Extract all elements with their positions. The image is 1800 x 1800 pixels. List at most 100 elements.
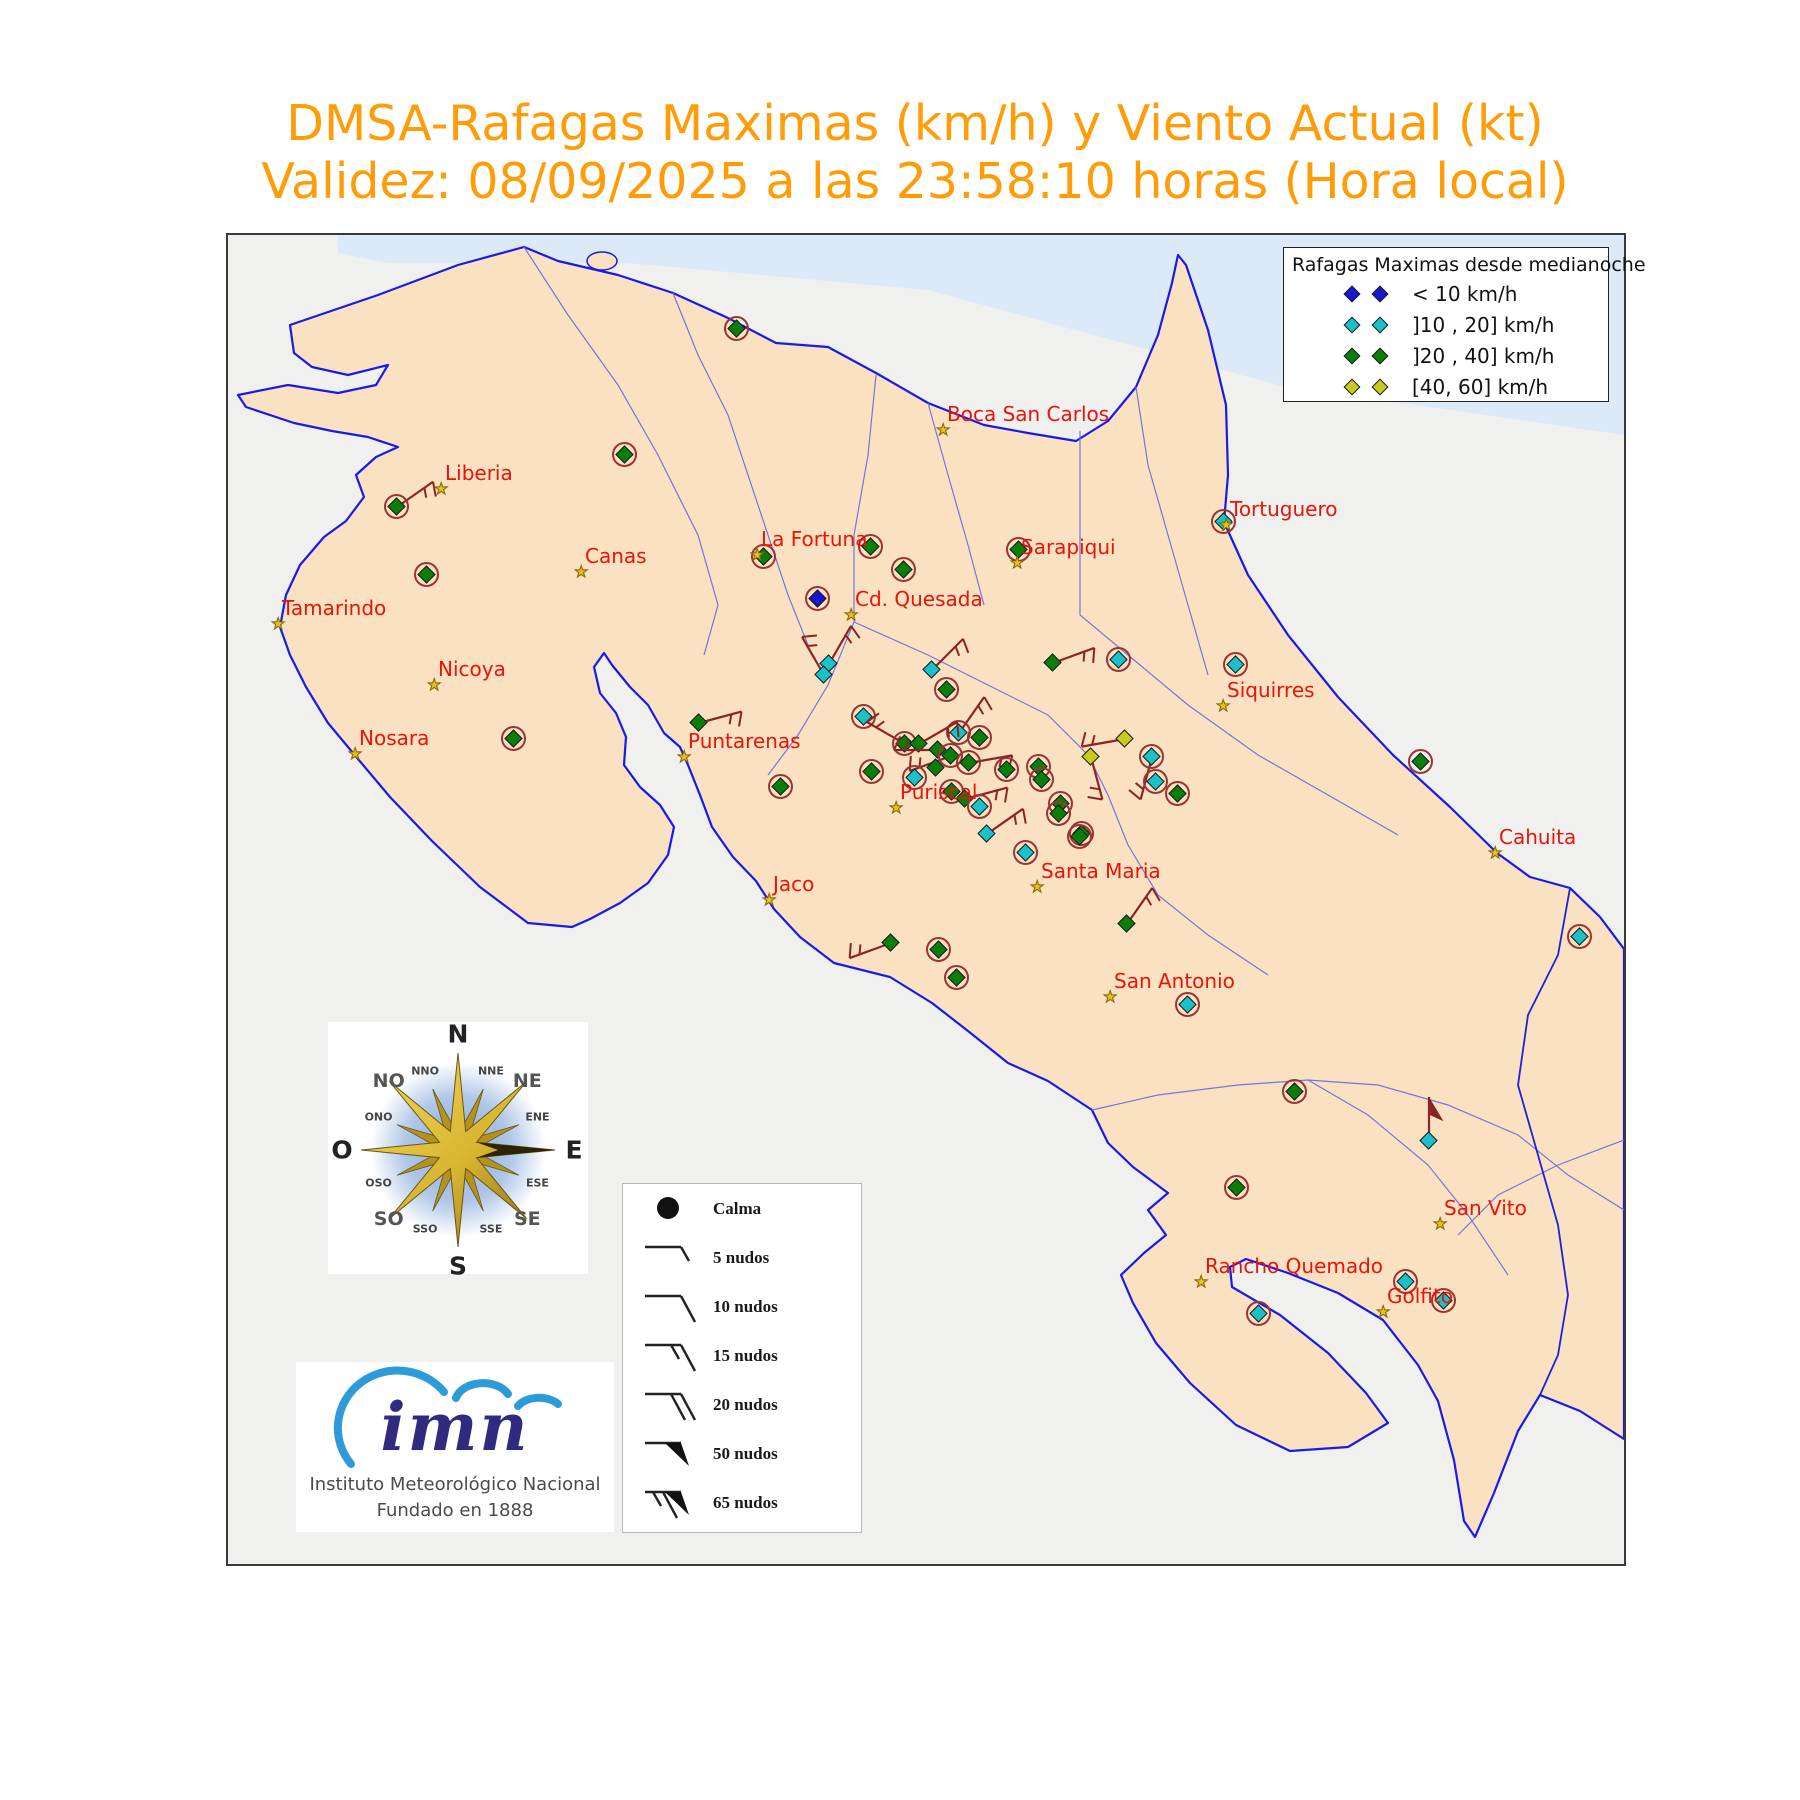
city-label: Puntarenas [688,729,801,753]
city-star-icon: ★ [573,562,589,582]
city-star-icon: ★ [843,605,859,625]
barb-legend-label: 20 nudos [713,1395,778,1414]
city-label: Santa Maria [1041,859,1161,883]
gust-ring [926,937,951,962]
gust-legend-rows: < 10 km/h]10 , 20] km/h]20 , 40] km/h [40… [1284,278,1608,402]
legend-diamond-icon [1371,285,1389,302]
legend-diamond-icon [1343,316,1361,333]
gust-ring [384,494,409,519]
gust-ring [1165,781,1190,806]
compass-dir-sso: SSO [412,1222,438,1236]
imn-logo: imn Instituto Meteorológico Nacional Fun… [296,1362,614,1532]
city-star-icon: ★ [270,614,286,634]
gust-legend-title: Rafagas Maximas desde medianoche [1292,254,1646,276]
city-label: Nosara [359,726,430,750]
gust-ring [858,534,883,559]
barb-legend-row: 15 nudos [623,1332,861,1380]
legend-diamond-icon [1371,347,1389,364]
city-label: Jaco [773,872,815,896]
barb-symbol-icon [645,1245,691,1262]
gust-ring [859,759,884,784]
compass-dir-ese: ESE [525,1176,549,1190]
gust-ring [1013,840,1038,865]
barb-symbol-icon [645,1294,697,1323]
gust-ring [967,794,992,819]
city-star-icon: ★ [888,798,904,818]
gust-ring [994,757,1019,782]
gust-ring [1223,652,1248,677]
compass-dir-ene: ENE [525,1110,550,1124]
city-label: Rancho Quemado [1205,1254,1384,1278]
wind-barb-legend: Calma 5 nudos 10 nudos 15 nudos 20 nudos 50 n… [622,1183,862,1533]
compass-dir-ono: ONO [364,1110,393,1124]
city-star-icon: ★ [749,545,765,565]
city-star-icon: ★ [433,479,449,499]
legend-label: ]10 , 20] km/h [1412,312,1555,337]
gust-ring [1029,767,1054,792]
gust-ring [768,774,793,799]
city-star-icon: ★ [676,747,692,767]
city-label: Boca San Carlos [947,402,1110,426]
gust-ring [1175,992,1200,1017]
city-label: Golfito [1387,1284,1453,1308]
compass-dir-e: E [565,1135,583,1165]
gust-ring [956,750,981,775]
gust-ring [1246,1301,1271,1326]
compass-dir-oso: OSO [365,1176,392,1190]
gust-legend-row: ]10 , 20] km/h [1284,309,1608,340]
barb-legend-row: Calma [623,1185,861,1233]
map-title: DMSA-Rafagas Maximas (km/h) y Viento Act… [0,95,1800,211]
gust-ring [902,765,927,790]
legend-label: ]20 , 40] km/h [1412,343,1555,368]
gust-legend: Rafagas Maximas desde medianoche < 10 km… [1283,247,1646,402]
city-star-icon: ★ [1487,843,1503,863]
gust-ring [891,557,916,582]
imn-name: Instituto Meteorológico Nacional [309,1474,601,1495]
city-star-icon: ★ [1375,1302,1391,1322]
imn-founded: Fundado en 1888 [376,1500,534,1521]
city-label: Puriscal [900,780,978,804]
map-title-line2: Validez: 08/09/2025 a las 23:58:10 horas… [261,153,1569,210]
compass-dir-n: N [447,1019,469,1049]
legend-diamond-icon [1343,378,1361,395]
city-star-icon: ★ [426,675,442,695]
barb-symbol-icon [657,1197,679,1219]
barb-legend-row: 5 nudos [623,1234,861,1282]
compass-dir-sse: SSE [479,1222,503,1236]
city-label: Liberia [445,461,513,485]
cloud-icon [333,1366,562,1468]
gust-ring [501,726,526,751]
gust-ring [612,442,637,467]
city-label: San Vito [1444,1196,1527,1220]
city-label: Tortuguero [1230,497,1338,521]
legend-diamond-icon [1343,285,1361,302]
map-title-line1: DMSA-Rafagas Maximas (km/h) y Viento Act… [286,95,1544,152]
barb-legend-label: Calma [713,1199,762,1218]
gust-ring [1431,1288,1456,1313]
gust-ring [934,677,959,702]
barb-symbol-icon [645,1441,689,1466]
barb-legend-label: 10 nudos [713,1297,778,1316]
city-label: Cd. Quesada [855,587,983,611]
gust-ring [1393,1269,1418,1294]
gust-ring [967,725,992,750]
city-star-icon: ★ [1215,696,1231,716]
wind-barb-icon [1126,887,1161,925]
panama-border [1517,887,1571,1396]
city-star-icon: ★ [1218,515,1234,535]
gust-ring [944,965,969,990]
barb-symbol-icon [645,1392,697,1421]
city-star-icon: ★ [1432,1214,1448,1234]
compass-dir-ne: NE [512,1069,542,1092]
compass-dir-o: O [331,1135,353,1165]
city-star-icon: ★ [1102,987,1118,1007]
gust-legend-row: ]20 , 40] km/h [1284,340,1608,371]
barb-legend-row: 65 nudos [623,1479,861,1527]
city-star-icon: ★ [1029,877,1045,897]
wind-barb-icon [1087,756,1104,801]
compass-dir-se: SE [513,1208,541,1231]
imn-acronym: imn [380,1388,530,1466]
city-label: San Antonio [1114,969,1235,993]
gust-ring [751,544,776,569]
